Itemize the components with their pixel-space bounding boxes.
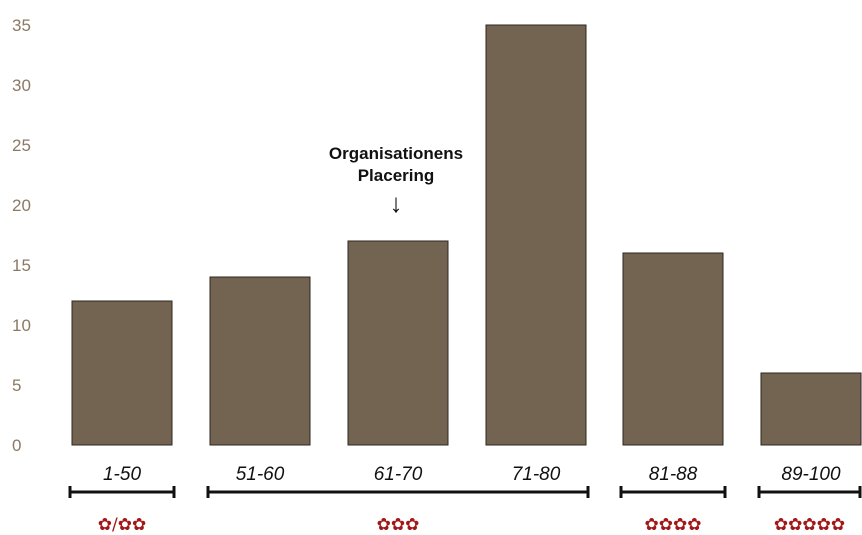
placement-annotation: Organisationens Placering ↓ [329,144,463,218]
bars [71,24,862,446]
bar [209,276,311,446]
y-tick-label: 10 [12,316,31,335]
y-tick-label: 35 [12,16,31,35]
annotation-line-2: Placering [358,166,435,185]
y-tick-label: 5 [12,376,21,395]
annotation-line-1: Organisationens [329,144,463,163]
x-category-label: 1-50 [103,464,141,485]
x-category-label: 89-100 [781,464,841,485]
group-star-rating: ✿/✿✿ [98,515,146,535]
y-tick-label: 20 [12,196,31,215]
bar [760,372,862,446]
y-tick-label: 30 [12,76,31,95]
annotation-arrow-icon: ↓ [390,188,403,218]
group-star-rating: ✿✿✿ [377,515,420,535]
category-labels: 1-50 51-60 61-70 71-80 81-88 89-100 [103,464,841,485]
bar [71,300,173,446]
x-category-label: 81-88 [649,464,698,485]
bar [622,252,724,446]
group-star-rating: ✿✿✿✿✿ [774,515,845,535]
rating-groups: ✿/✿✿ ✿✿✿ ✿✿✿✿ ✿✿✿✿✿ [68,486,862,535]
bar [347,240,449,446]
x-category-label: 51-60 [236,464,285,485]
y-tick-label: 0 [12,436,21,455]
bar [485,24,587,446]
x-category-label: 71-80 [512,464,561,485]
y-tick-label: 15 [12,256,31,275]
x-category-label: 61-70 [374,464,423,485]
y-axis: 0 5 10 15 20 25 30 35 [12,16,31,455]
y-tick-label: 25 [12,136,31,155]
group-star-rating: ✿✿✿✿ [645,515,702,535]
